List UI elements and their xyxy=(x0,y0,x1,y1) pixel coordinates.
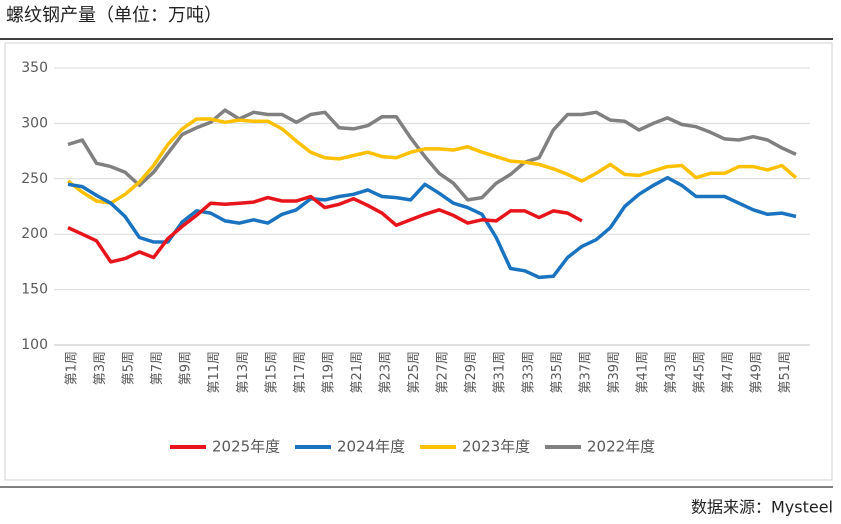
x-tick-label: 第51周 xyxy=(778,351,793,394)
legend-label: 2023年度 xyxy=(462,438,530,456)
x-tick-label: 第19周 xyxy=(321,351,336,394)
x-tick-label: 第7周 xyxy=(150,351,165,385)
x-tick-label: 第43周 xyxy=(664,351,679,394)
x-tick-label: 第27周 xyxy=(436,351,451,394)
x-tick-label: 第45周 xyxy=(693,351,708,394)
series-line xyxy=(67,194,583,264)
x-tick-label: 第23周 xyxy=(379,351,394,394)
y-tick-label: 100 xyxy=(21,337,48,353)
chart-frame xyxy=(4,42,833,481)
series-line xyxy=(67,175,797,280)
x-tick-label: 第11周 xyxy=(207,351,222,394)
x-tick-label: 第49周 xyxy=(750,351,765,394)
series-line xyxy=(66,117,798,205)
x-tick-label: 第25周 xyxy=(407,351,422,394)
source-note: 数据来源：Mysteel xyxy=(691,498,833,517)
x-tick-label: 第47周 xyxy=(721,351,736,394)
x-tick-label: 第17周 xyxy=(293,351,308,394)
y-tick-label: 200 xyxy=(21,226,48,242)
x-tick-label: 第13周 xyxy=(236,351,251,394)
y-tick-label: 350 xyxy=(21,60,48,76)
legend-label: 2024年度 xyxy=(337,438,405,456)
x-tick-label: 第35周 xyxy=(550,351,565,394)
x-tick-label: 第5周 xyxy=(122,351,137,385)
x-tick-label: 第33周 xyxy=(521,351,536,394)
x-tick-label: 第3周 xyxy=(93,351,108,385)
x-tick-label: 第21周 xyxy=(350,351,365,394)
x-tick-label: 第9周 xyxy=(179,351,194,385)
x-tick-label: 第15周 xyxy=(264,351,279,394)
y-tick-label: 150 xyxy=(21,282,48,298)
legend-label: 2022年度 xyxy=(587,438,655,456)
x-tick-label: 第37周 xyxy=(578,351,593,394)
x-tick-label: 第31周 xyxy=(493,351,508,394)
x-tick-label: 第29周 xyxy=(464,351,479,394)
x-tick-label: 第39周 xyxy=(607,351,622,394)
y-tick-label: 250 xyxy=(21,171,48,187)
legend-label: 2025年度 xyxy=(212,438,280,456)
x-tick-label: 第41周 xyxy=(635,351,650,394)
series-line xyxy=(67,108,797,202)
x-tick-label: 第1周 xyxy=(65,351,80,385)
y-tick-label: 300 xyxy=(21,115,48,131)
chart-title: 螺纹钢产量（单位：万吨） xyxy=(6,5,222,26)
